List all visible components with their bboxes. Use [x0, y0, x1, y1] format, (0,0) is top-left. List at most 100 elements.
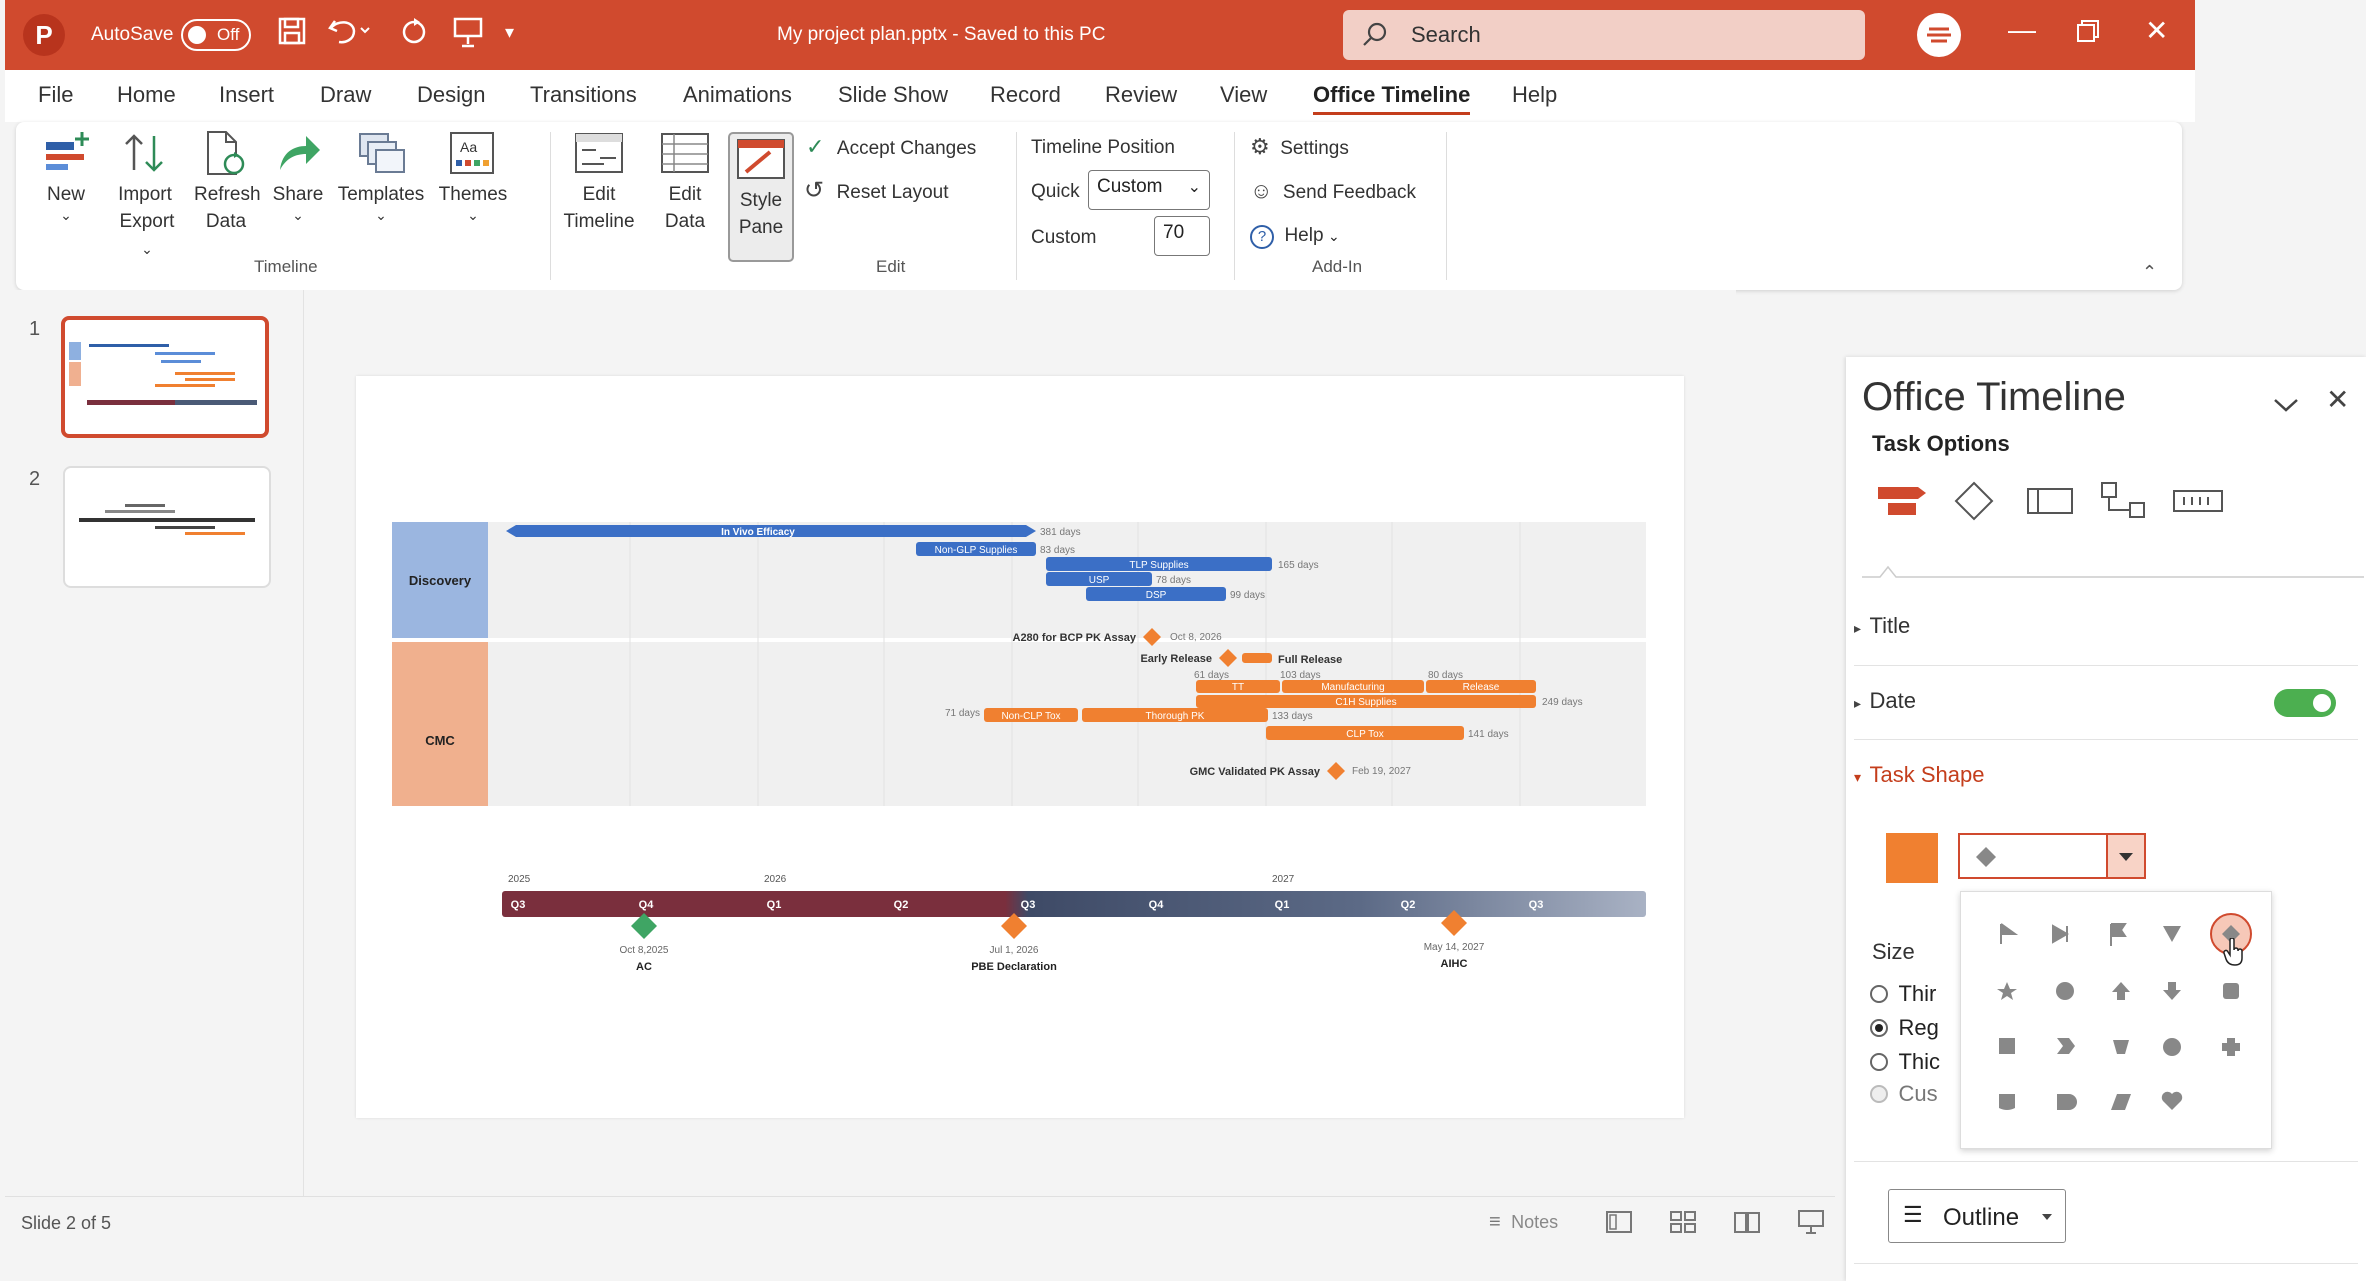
milestone-diamond[interactable]	[1219, 649, 1237, 667]
settings-button[interactable]: ⚙ Settings	[1250, 134, 1349, 159]
chevron-shape-icon[interactable]	[2057, 1038, 2075, 1054]
tab-view[interactable]: View	[1220, 82, 1268, 107]
custom-position-input[interactable]: 70	[1154, 216, 1210, 256]
size-option-regular[interactable]: Reg	[1870, 1015, 1939, 1041]
collapse-ribbon-icon[interactable]: ⌃	[2142, 262, 2158, 282]
tab-insert[interactable]: Insert	[219, 82, 275, 107]
heart-shape-icon[interactable]	[2161, 1091, 2183, 1110]
share-button[interactable]: Share ⌄	[270, 130, 326, 222]
task-shape-section-header[interactable]: ▾ Task Shape	[1854, 762, 1985, 787]
tab-slide-show[interactable]: Slide Show	[838, 82, 949, 107]
close-window-icon[interactable]: ✕	[2145, 15, 2169, 46]
close-pane-icon[interactable]: ✕	[2326, 384, 2350, 415]
trapezoid-shape-icon[interactable]	[2113, 1040, 2129, 1054]
parallelogram-shape-icon[interactable]	[2111, 1094, 2131, 1110]
style-pane-button[interactable]: Style Pane	[728, 132, 794, 262]
themes-button[interactable]: Aa Themes ⌄	[436, 130, 510, 222]
tab-draw[interactable]: Draw	[320, 82, 372, 107]
starburst-shape-icon[interactable]	[2056, 982, 2074, 1000]
tab-design[interactable]: Design	[417, 82, 486, 107]
reading-view-icon[interactable]	[1733, 1209, 1761, 1240]
timescale-bar[interactable]	[502, 891, 1646, 917]
autosave-toggle[interactable]: Off	[181, 19, 251, 51]
edit-data-button[interactable]: Edit Data	[652, 130, 718, 235]
size-option-custom[interactable]: Cus	[1870, 1081, 1938, 1107]
dependency-style-tab-icon[interactable]	[2100, 481, 2148, 526]
shape-select[interactable]	[1958, 833, 2146, 879]
milestone-diamond[interactable]	[1327, 762, 1345, 780]
timescale-style-tab-icon[interactable]	[2172, 487, 2224, 520]
customize-qat-icon[interactable]: ▾	[505, 22, 515, 42]
edit-timeline-button[interactable]: Edit Timeline	[562, 130, 636, 235]
milestone-style-tab-icon[interactable]	[1954, 481, 1994, 526]
tab-transitions[interactable]: Transitions	[530, 82, 637, 107]
milestone-diamond[interactable]	[631, 913, 657, 939]
refresh-data-button[interactable]: Refresh Data	[194, 130, 261, 235]
task-bar[interactable]	[984, 708, 1078, 722]
task-bar[interactable]	[1196, 695, 1536, 708]
milestone-diamond[interactable]	[1441, 910, 1467, 936]
swimlane-style-tab-icon[interactable]	[2026, 485, 2074, 522]
send-feedback-button[interactable]: ☺ Send Feedback	[1250, 178, 1417, 203]
shape-select-dropdown-button[interactable]	[2106, 835, 2144, 877]
rounded-square-shape-icon[interactable]	[2223, 983, 2239, 999]
task-bar[interactable]	[1282, 680, 1424, 693]
templates-button[interactable]: Templates ⌄	[336, 130, 426, 222]
notes-button[interactable]: ≡ Notes	[1489, 1211, 1559, 1233]
milestone-diamond[interactable]	[1143, 628, 1161, 646]
task-bar[interactable]	[1426, 680, 1536, 693]
slide-thumbnail-2[interactable]	[63, 466, 271, 588]
pane-options-chevron-icon[interactable]	[2272, 393, 2300, 421]
task-bar[interactable]	[1046, 557, 1272, 571]
help-button[interactable]: ? Help ⌄	[1250, 222, 1340, 249]
reset-layout-button[interactable]: ↺ Reset Layout	[804, 177, 949, 204]
task-bar[interactable]	[1082, 708, 1268, 722]
task-bar[interactable]	[916, 542, 1036, 556]
star-shape-icon[interactable]	[1997, 982, 2017, 1000]
new-button[interactable]: New ⌄	[42, 130, 96, 222]
arrow-down-shape-icon[interactable]	[2163, 982, 2181, 1000]
tab-record[interactable]: Record	[990, 82, 1061, 107]
outline-button[interactable]: ☰ Outline	[1888, 1189, 2066, 1243]
restore-icon[interactable]	[2076, 18, 2100, 50]
diamond-shape-icon[interactable]	[2222, 925, 2240, 943]
tab-animations[interactable]: Animations	[683, 82, 792, 107]
circle-shape-icon[interactable]	[2163, 1038, 2181, 1056]
slide-sorter-icon[interactable]	[1669, 1209, 1697, 1240]
triangle-down-shape-icon[interactable]	[2163, 926, 2181, 942]
tab-office-timeline[interactable]: Office Timeline	[1313, 82, 1471, 115]
tab-home[interactable]: Home	[117, 82, 176, 107]
task-bar[interactable]	[506, 525, 1036, 537]
size-option-thick[interactable]: Thic	[1870, 1049, 1940, 1075]
undo-icon[interactable]	[327, 16, 371, 53]
task-style-tab-icon[interactable]	[1878, 483, 1926, 524]
flag-right-shape-icon[interactable]	[2000, 923, 2019, 944]
task-bar[interactable]	[1242, 653, 1272, 663]
plus-shape-icon[interactable]	[2222, 1038, 2240, 1056]
task-bar[interactable]	[1266, 726, 1464, 740]
task-bar[interactable]	[1086, 587, 1226, 601]
task-bar[interactable]	[1046, 572, 1152, 586]
milestone-diamond[interactable]	[1001, 913, 1027, 939]
search-box[interactable]: Search	[1343, 10, 1865, 60]
shape-color-swatch[interactable]	[1886, 833, 1938, 883]
account-avatar-icon[interactable]	[1917, 13, 1961, 57]
minimize-icon[interactable]: —	[2008, 14, 2036, 45]
normal-view-icon[interactable]	[1605, 1209, 1633, 1240]
size-option-thin[interactable]: Thir	[1870, 981, 1936, 1007]
import-export-button[interactable]: Import Export ⌄	[112, 130, 182, 263]
flag-left-shape-icon[interactable]	[2052, 924, 2070, 944]
task-bar[interactable]	[1196, 680, 1280, 693]
pennant-shape-icon[interactable]	[2110, 923, 2127, 946]
d-shape-icon[interactable]	[2057, 1094, 2077, 1110]
title-section-header[interactable]: ▸ Title	[1854, 613, 1911, 638]
tab-file[interactable]: File	[38, 82, 74, 107]
square-shape-icon[interactable]	[1999, 1038, 2015, 1054]
redo-icon[interactable]	[399, 16, 429, 53]
save-icon[interactable]	[277, 16, 307, 53]
slide[interactable]: Discovery CMC In Vivo Efficacy 381 days …	[356, 376, 1684, 1118]
slideshow-view-icon[interactable]	[1797, 1209, 1825, 1240]
accept-changes-button[interactable]: ✓ Accept Changes	[806, 134, 977, 159]
date-toggle[interactable]	[2274, 689, 2336, 717]
quick-position-select[interactable]: Custom ⌄	[1088, 170, 1210, 210]
